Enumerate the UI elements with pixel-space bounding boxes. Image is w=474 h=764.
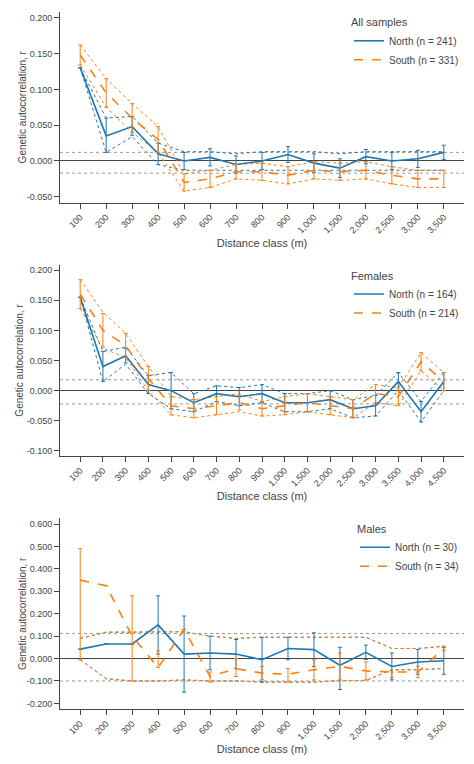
svg-text:300: 300 [119,719,137,737]
svg-text:0.050: 0.050 [30,356,53,366]
svg-text:-0.050: -0.050 [27,192,53,202]
svg-text:-0.100: -0.100 [27,676,53,686]
svg-text:400: 400 [135,466,153,484]
svg-text:Distance class (m): Distance class (m) [217,237,307,249]
svg-text:700: 700 [223,212,241,230]
svg-text:3,500: 3,500 [425,719,448,742]
svg-text:400: 400 [145,212,163,230]
svg-text:200: 200 [90,466,108,484]
svg-text:700: 700 [223,719,241,737]
svg-text:3,500: 3,500 [425,212,448,235]
svg-text:South (n = 214): South (n = 214) [389,308,458,319]
svg-text:900: 900 [249,466,267,484]
svg-text:200: 200 [93,719,111,737]
svg-text:0.150: 0.150 [30,295,53,305]
svg-text:0.150: 0.150 [30,49,53,59]
svg-text:500: 500 [171,719,189,737]
svg-text:3,500: 3,500 [380,466,403,489]
svg-text:800: 800 [249,719,267,737]
svg-text:0.200: 0.200 [30,265,53,275]
svg-text:2,000: 2,000 [312,466,335,489]
svg-text:0.100: 0.100 [30,326,53,336]
svg-text:100: 100 [67,719,85,737]
svg-text:600: 600 [197,212,215,230]
svg-text:800: 800 [249,212,267,230]
svg-text:0.100: 0.100 [30,631,53,641]
svg-text:300: 300 [119,212,137,230]
svg-text:1,500: 1,500 [289,466,312,489]
svg-text:1,500: 1,500 [322,719,345,742]
svg-text:600: 600 [197,719,215,737]
svg-text:0.000: 0.000 [30,156,53,166]
svg-text:3,000: 3,000 [399,719,422,742]
svg-text:Females: Females [351,270,394,282]
svg-text:4,500: 4,500 [425,466,448,489]
svg-text:1,000: 1,000 [296,212,319,235]
svg-text:0.200: 0.200 [30,13,53,23]
svg-text:0.500: 0.500 [30,542,53,552]
svg-text:2,000: 2,000 [347,212,370,235]
svg-text:Genetic autocorrelation, r: Genetic autocorrelation, r [17,557,28,670]
svg-text:All samples: All samples [351,16,408,28]
svg-text:0.200: 0.200 [30,609,53,619]
svg-text:-0.050: -0.050 [27,416,53,426]
svg-text:2,500: 2,500 [373,719,396,742]
svg-text:1,000: 1,000 [266,466,289,489]
svg-text:North (n = 164): North (n = 164) [389,289,457,300]
svg-text:2,000: 2,000 [347,719,370,742]
svg-text:0.400: 0.400 [30,564,53,574]
svg-text:2,500: 2,500 [334,466,357,489]
svg-text:Genetic autocorrelation, r: Genetic autocorrelation, r [17,50,28,163]
svg-text:500: 500 [158,466,176,484]
svg-text:700: 700 [203,466,221,484]
svg-text:0.600: 0.600 [30,519,53,529]
svg-text:3,000: 3,000 [357,466,380,489]
svg-text:400: 400 [145,719,163,737]
svg-text:0.100: 0.100 [30,85,53,95]
svg-text:0.050: 0.050 [30,120,53,130]
svg-text:Distance class (m): Distance class (m) [217,490,307,502]
svg-text:1,000: 1,000 [296,719,319,742]
svg-text:100: 100 [67,212,85,230]
svg-text:100: 100 [67,466,85,484]
svg-text:600: 600 [181,466,199,484]
svg-text:800: 800 [226,466,244,484]
svg-text:Distance class (m): Distance class (m) [217,743,307,755]
svg-text:-0.200: -0.200 [27,699,53,709]
svg-text:3,000: 3,000 [399,212,422,235]
svg-text:900: 900 [275,719,293,737]
svg-text:Males: Males [357,523,387,535]
svg-text:300: 300 [113,466,131,484]
svg-text:-0.100: -0.100 [27,446,53,456]
svg-text:200: 200 [93,212,111,230]
svg-text:2,500: 2,500 [373,212,396,235]
svg-text:South (n = 34): South (n = 34) [395,561,459,572]
svg-text:North (n = 30): North (n = 30) [395,542,457,553]
svg-text:South (n = 331): South (n = 331) [389,55,458,66]
svg-text:North (n = 241): North (n = 241) [389,36,457,47]
svg-text:0.000: 0.000 [30,386,53,396]
svg-text:4,000: 4,000 [403,466,426,489]
svg-text:Genetic autocorrelation, r: Genetic autocorrelation, r [14,304,25,417]
svg-text:0.000: 0.000 [30,654,53,664]
svg-text:0.300: 0.300 [30,586,53,596]
svg-text:1,500: 1,500 [322,212,345,235]
svg-text:900: 900 [275,212,293,230]
svg-text:500: 500 [171,212,189,230]
